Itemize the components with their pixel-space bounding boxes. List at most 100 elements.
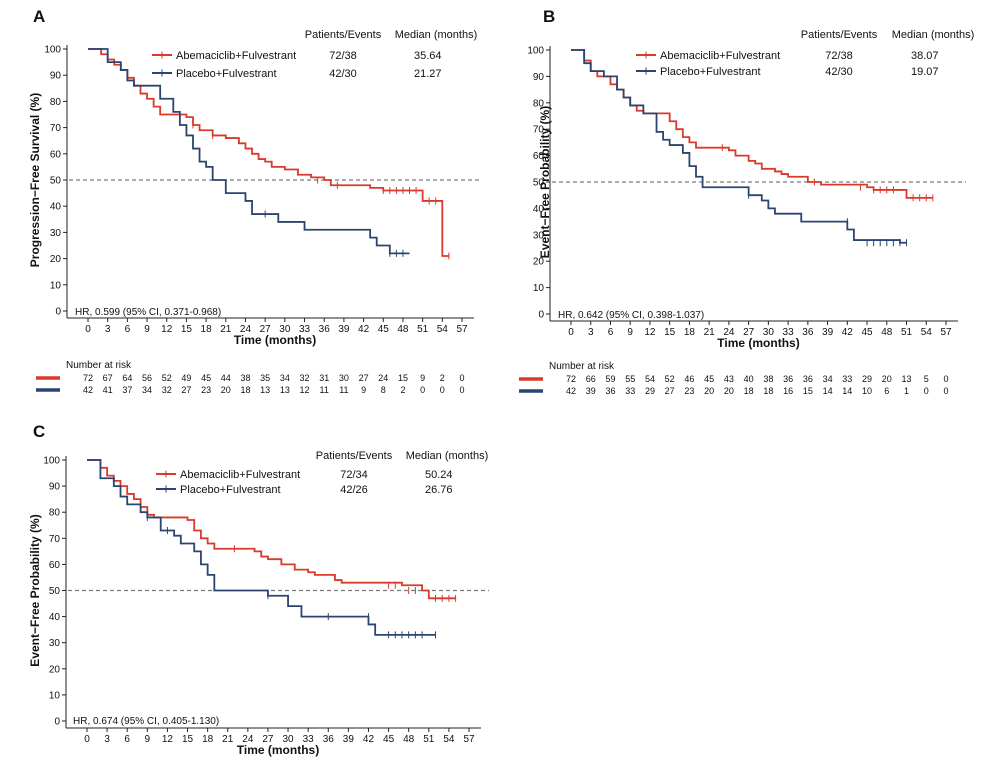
risk-count: 8 [381, 385, 386, 395]
risk-count: 20 [221, 385, 231, 395]
legend-label-placebo: Placebo+Fulvestrant [660, 66, 761, 78]
y-tick-label: 80 [50, 97, 62, 108]
x-tick-label: 0 [85, 324, 91, 335]
x-tick-label: 54 [921, 327, 933, 338]
legend-header-median: Median (months) [395, 29, 478, 41]
risk-count: 59 [605, 374, 615, 384]
x-tick-label: 45 [861, 327, 873, 338]
risk-count: 67 [103, 373, 113, 383]
risk-count: 13 [260, 385, 270, 395]
y-tick-label: 70 [50, 123, 62, 134]
risk-count: 20 [882, 374, 892, 384]
legend-header-patients-events: Patients/Events [801, 29, 878, 41]
risk-count: 52 [665, 374, 675, 384]
risk-count: 27 [359, 373, 369, 383]
risk-count: 36 [803, 374, 813, 384]
x-tick-label: 24 [240, 324, 252, 335]
y-tick-label: 0 [54, 717, 60, 728]
risk-count: 6 [884, 386, 889, 396]
y-tick-label: 70 [49, 534, 61, 545]
hazard-ratio-annotation: HR, 0.642 (95% CI, 0.398-1.037) [558, 310, 704, 321]
risk-count: 45 [704, 374, 714, 384]
y-axis-title: Progression−Free Survival (%) [28, 93, 42, 267]
legend-label-abemaciclib: Abemaciclib+Fulvestrant [660, 50, 780, 62]
risk-count: 14 [823, 386, 833, 396]
panel-label: B [543, 7, 555, 26]
x-tick-label: 27 [260, 324, 272, 335]
y-tick-label: 40 [49, 612, 61, 623]
risk-count: 0 [943, 374, 948, 384]
x-tick-label: 57 [463, 734, 475, 745]
risk-count: 2 [440, 373, 445, 383]
x-tick-label: 48 [881, 327, 893, 338]
x-tick-label: 45 [383, 734, 395, 745]
y-tick-label: 0 [55, 307, 61, 318]
x-tick-label: 42 [842, 327, 854, 338]
x-tick-label: 51 [901, 327, 913, 338]
risk-count: 0 [440, 385, 445, 395]
risk-count: 9 [420, 373, 425, 383]
km-curve-abemaciclib [87, 459, 456, 600]
y-tick-label: 40 [533, 204, 545, 215]
km-curve-placebo [571, 49, 907, 244]
legend-median: 38.07 [911, 50, 939, 62]
risk-count: 15 [803, 386, 813, 396]
x-tick-label: 33 [299, 324, 311, 335]
x-tick-label: 21 [220, 324, 232, 335]
legend-median: 19.07 [911, 66, 939, 78]
risk-count: 0 [943, 386, 948, 396]
legend-header-patients-events: Patients/Events [316, 450, 393, 462]
risk-count: 1 [904, 386, 909, 396]
legend-median: 26.76 [425, 484, 453, 496]
y-tick-label: 100 [527, 46, 544, 57]
risk-count: 0 [924, 386, 929, 396]
x-tick-label: 0 [84, 734, 90, 745]
risk-count: 72 [83, 373, 93, 383]
x-tick-label: 54 [443, 734, 455, 745]
x-tick-label: 24 [723, 327, 735, 338]
y-tick-label: 20 [533, 257, 545, 268]
risk-count: 10 [862, 386, 872, 396]
risk-count: 34 [823, 374, 833, 384]
x-tick-label: 18 [201, 324, 213, 335]
hazard-ratio-annotation: HR, 0.599 (95% CI, 0.371-0.968) [75, 307, 221, 318]
km-curve-abemaciclib [88, 48, 449, 257]
x-tick-label: 36 [323, 734, 335, 745]
x-tick-label: 45 [378, 324, 390, 335]
x-tick-label: 15 [181, 324, 193, 335]
x-axis-title: Time (months) [237, 743, 319, 757]
legend-patients-events: 42/30 [825, 66, 853, 78]
x-tick-label: 27 [743, 327, 755, 338]
y-tick-label: 10 [533, 283, 545, 294]
x-tick-label: 9 [144, 324, 150, 335]
legend-patients-events: 72/38 [825, 50, 853, 62]
y-tick-label: 30 [49, 638, 61, 649]
risk-count: 56 [142, 373, 152, 383]
risk-count: 14 [842, 386, 852, 396]
x-tick-label: 42 [363, 734, 375, 745]
x-tick-label: 9 [145, 734, 151, 745]
risk-count: 34 [142, 385, 152, 395]
x-tick-label: 39 [343, 734, 355, 745]
legend-label-placebo: Placebo+Fulvestrant [176, 68, 277, 80]
legend-header-patients-events: Patients/Events [305, 29, 382, 41]
y-axis-title: Event−Free Probability (%) [538, 106, 552, 258]
x-tick-label: 6 [125, 324, 131, 335]
risk-count: 33 [625, 386, 635, 396]
risk-count: 0 [459, 385, 464, 395]
risk-count: 41 [103, 385, 113, 395]
risk-count: 37 [122, 385, 132, 395]
risk-count: 29 [645, 386, 655, 396]
y-tick-label: 50 [533, 178, 545, 189]
y-tick-label: 30 [50, 228, 62, 239]
risk-count: 23 [201, 385, 211, 395]
risk-count: 0 [459, 373, 464, 383]
x-tick-label: 48 [397, 324, 409, 335]
x-tick-label: 21 [222, 734, 234, 745]
y-tick-label: 80 [533, 98, 545, 109]
risk-count: 27 [665, 386, 675, 396]
risk-count: 20 [704, 386, 714, 396]
